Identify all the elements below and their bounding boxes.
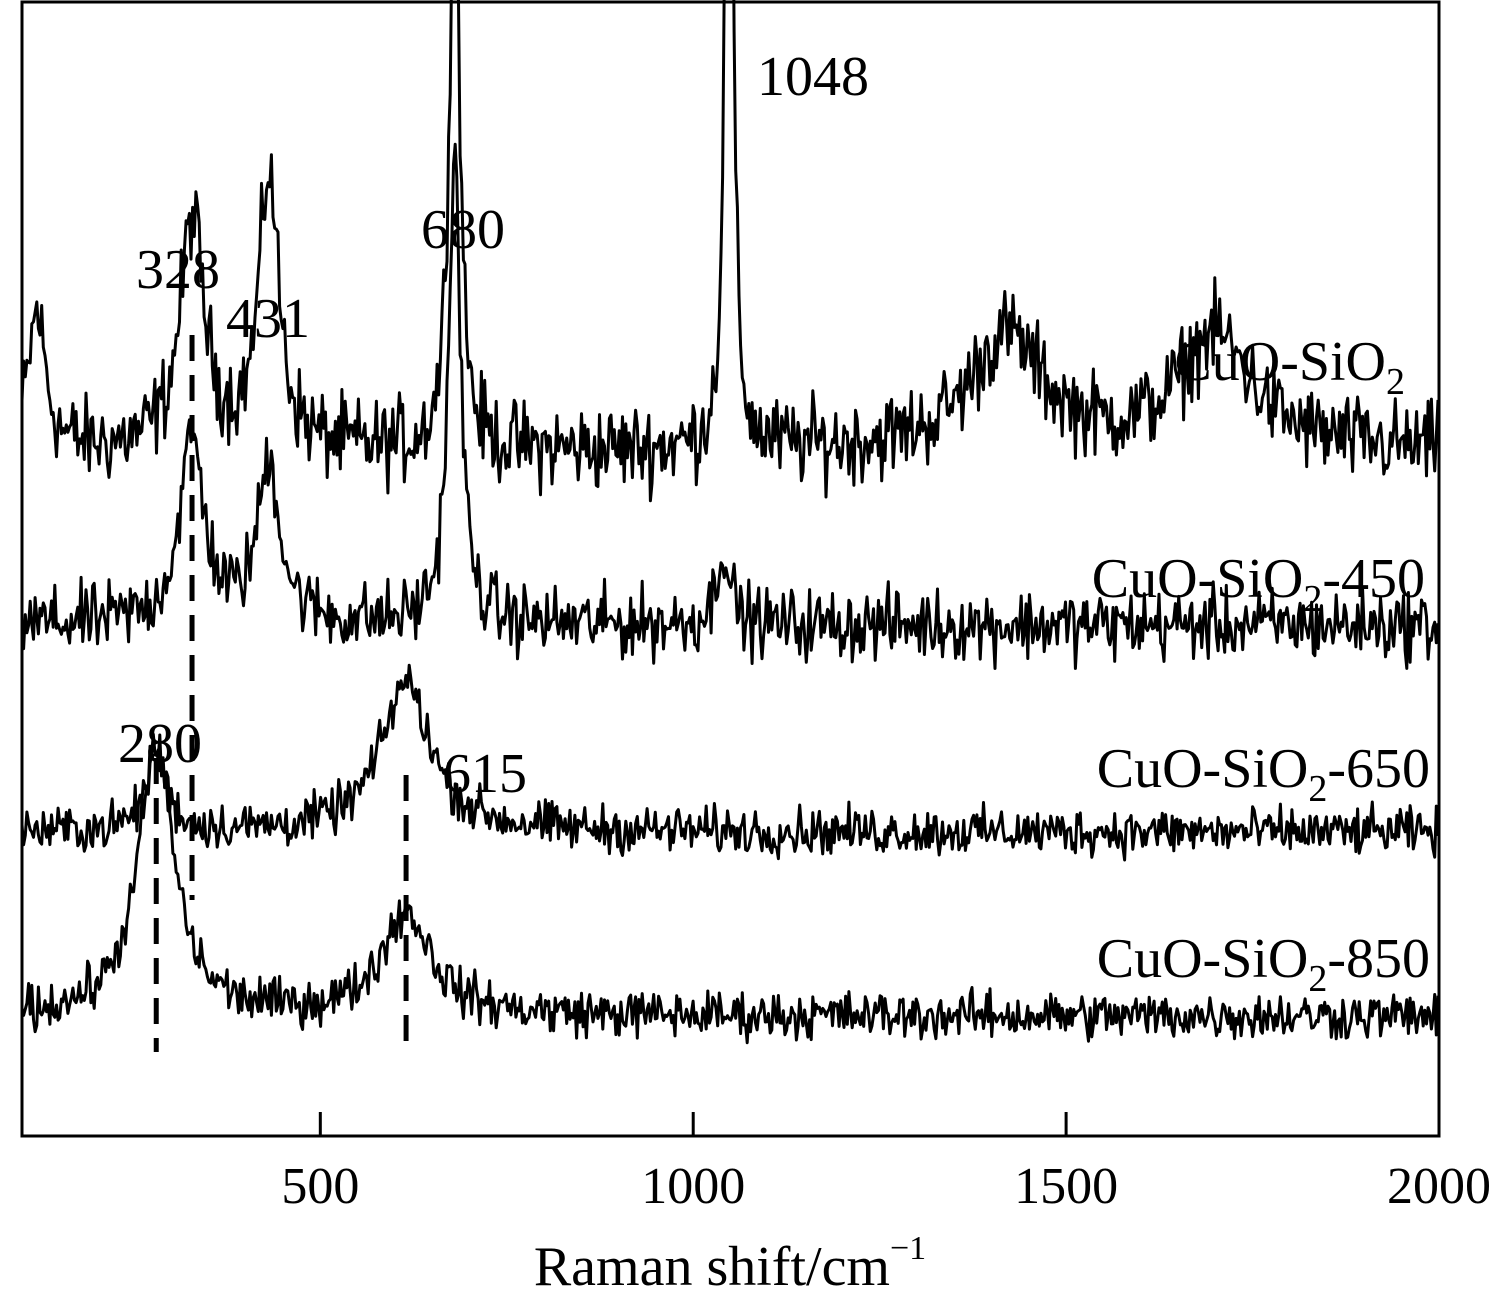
- peak-label-615: 615: [443, 743, 527, 805]
- x-axis-ticks: 500 1000 1500 2000: [281, 1112, 1491, 1215]
- series-line-1: [20, 0, 1440, 503]
- tick-label-1500: 1500: [1014, 1158, 1118, 1215]
- series-line-3: [20, 663, 1440, 862]
- peak-label-280: 280: [118, 713, 202, 775]
- tick-label-500: 500: [281, 1158, 359, 1215]
- series-label-1: CuO-SiO2: [1174, 331, 1405, 403]
- series-line-4: [20, 732, 1440, 1045]
- series-label-2: CuO-SiO2-450: [1092, 548, 1425, 620]
- tick-label-2000: 2000: [1387, 1158, 1491, 1215]
- peak-label-431: 431: [226, 288, 310, 350]
- tick-label-1000: 1000: [641, 1158, 745, 1215]
- peak-label-328: 328: [136, 239, 220, 301]
- x-axis-title: Raman shift/cm−1: [534, 1230, 926, 1296]
- series-label-4: CuO-SiO2-850: [1097, 928, 1430, 1000]
- peak-label-680: 680: [421, 199, 505, 261]
- peak-label-1048: 1048: [757, 46, 869, 108]
- series-labels: CuO-SiO2 CuO-SiO2-450 CuO-SiO2-650 CuO-SiO2…: [1092, 331, 1430, 1000]
- dashed-reference-lines: [153, 335, 409, 1052]
- series-line-2: [20, 142, 1440, 670]
- plot-frame: [20, 0, 1441, 1138]
- series-lines: [20, 0, 1440, 1045]
- series-label-3: CuO-SiO2-650: [1097, 738, 1430, 810]
